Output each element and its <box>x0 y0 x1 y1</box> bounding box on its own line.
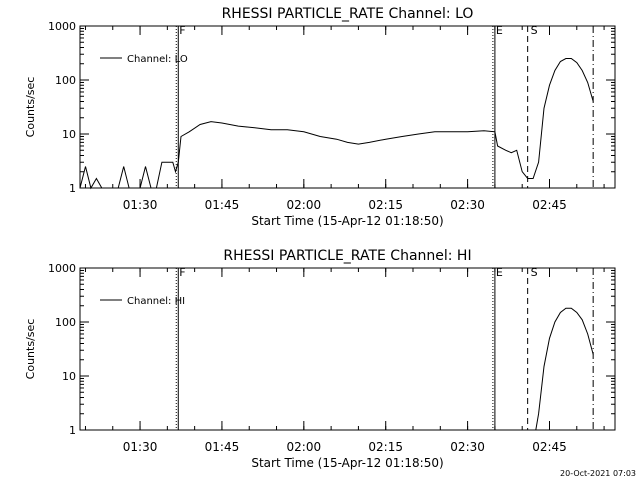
series-line <box>535 307 594 431</box>
plot-frame <box>79 25 616 189</box>
y-tick-label: 100 <box>55 74 76 87</box>
y-tick-label: 1 <box>69 424 76 437</box>
y-tick-label: 10 <box>62 128 76 141</box>
x-tick-label: 02:30 <box>450 198 485 212</box>
event-marker-label: F <box>179 266 185 279</box>
y-tick-label: 10 <box>62 370 76 383</box>
x-tick-label: 01:30 <box>123 440 158 454</box>
x-tick-label: 02:45 <box>532 198 567 212</box>
y-tick-label: 1000 <box>48 20 76 33</box>
y-axis-label: Counts/sec <box>24 77 37 138</box>
series-line <box>79 58 594 190</box>
x-tick-label: 02:15 <box>368 198 403 212</box>
chart-title: RHESSI PARTICLE_RATE Channel: LO <box>222 6 474 22</box>
x-axis-label: Start Time (15-Apr-12 01:18:50) <box>251 214 443 228</box>
x-tick-label: 02:00 <box>287 198 322 212</box>
y-tick-label: 1 <box>69 182 76 195</box>
legend-label: Channel: LO <box>127 54 188 65</box>
y-tick-label: 1000 <box>48 262 76 275</box>
x-tick-label: 01:45 <box>205 198 240 212</box>
x-axis-label: Start Time (15-Apr-12 01:18:50) <box>251 456 443 470</box>
event-marker-label: S <box>531 266 538 279</box>
x-tick-label: 02:15 <box>368 440 403 454</box>
x-tick-label: 02:45 <box>532 440 567 454</box>
x-tick-label: 02:00 <box>287 440 322 454</box>
x-tick-label: 02:30 <box>450 440 485 454</box>
plot-frame <box>79 267 616 431</box>
y-axis-label: Counts/sec <box>24 319 37 380</box>
lo-channel-panel: RHESSI PARTICLE_RATE Channel: LO Counts/s… <box>24 6 616 228</box>
event-marker-label: E <box>496 266 503 279</box>
event-marker-label: F <box>179 24 185 37</box>
footer-timestamp: 20-Oct-2021 07:03 <box>560 469 636 478</box>
event-marker-label: S <box>531 24 538 37</box>
chart-title: RHESSI PARTICLE_RATE Channel: HI <box>223 248 471 264</box>
x-tick-label: 01:45 <box>205 440 240 454</box>
x-tick-label: 01:30 <box>123 198 158 212</box>
y-tick-label: 100 <box>55 316 76 329</box>
event-marker-label: E <box>496 24 503 37</box>
hi-channel-panel: RHESSI PARTICLE_RATE Channel: HI Counts/s… <box>24 248 616 470</box>
legend-label: Channel: HI <box>127 296 185 307</box>
